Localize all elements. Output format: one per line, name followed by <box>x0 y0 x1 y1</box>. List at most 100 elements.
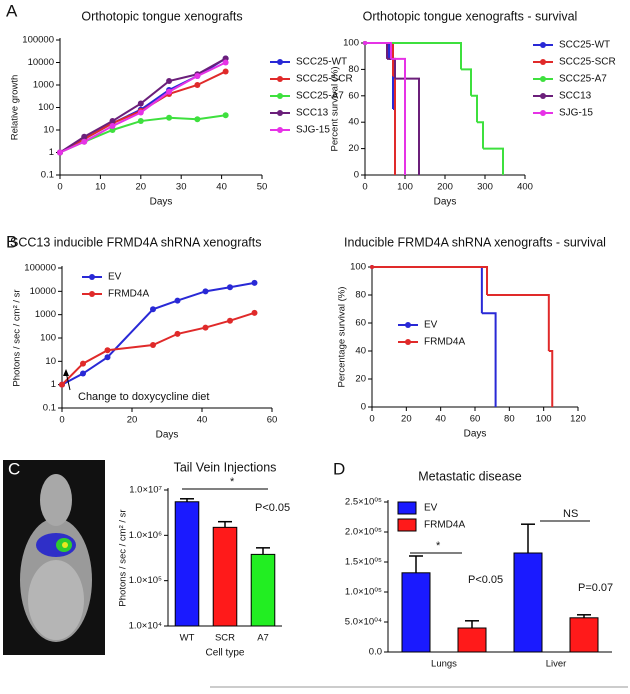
chart-title: Orthotopic tongue xenografts - survival <box>363 9 578 23</box>
bar <box>569 617 599 653</box>
step-segment <box>461 68 472 96</box>
data-point <box>81 133 88 140</box>
y-tick-label: 2.0×10⁰⁵ <box>345 527 382 538</box>
data-point <box>166 114 173 121</box>
legend-swatch <box>397 501 417 515</box>
data-point <box>227 284 233 291</box>
y-tick-label: 1.0×10⁰⁵ <box>345 587 382 598</box>
x-tick-label: 40 <box>216 182 227 193</box>
legend-label: SJG-15 <box>559 108 593 119</box>
x-tick-label: A7 <box>257 633 269 644</box>
y-tick-label: 80 <box>355 290 366 301</box>
y-tick-label: 60 <box>355 318 366 329</box>
y-tick-label: 10 <box>45 356 56 367</box>
x-tick-label: 0 <box>362 182 367 193</box>
arrow-head <box>63 369 69 376</box>
x-tick-label: 10 <box>95 182 106 193</box>
data-point <box>104 347 111 354</box>
y-axis-label: Percentage survival (%) <box>337 287 348 388</box>
y-tick-label: 0.0 <box>369 647 382 658</box>
x-axis-label: Days <box>464 429 487 440</box>
x-tick-label: 60 <box>470 414 481 425</box>
chart-title: Orthotopic tongue xenografts <box>81 9 242 23</box>
x-tick-label: SCR <box>215 633 235 644</box>
legend-marker <box>405 322 411 328</box>
x-tick-label: 0 <box>59 415 64 426</box>
x-tick-label: 100 <box>536 414 552 425</box>
annotation: * <box>436 540 441 552</box>
y-tick-label: 1.0×10⁷ <box>129 485 162 496</box>
data-point <box>57 149 63 156</box>
data-point <box>227 317 233 324</box>
legend-marker <box>277 59 283 65</box>
step-segment <box>487 294 550 351</box>
data-point <box>222 59 229 66</box>
data-point <box>222 112 229 119</box>
x-tick-label: 60 <box>267 415 278 426</box>
bar <box>457 627 487 653</box>
data-point <box>109 123 116 130</box>
x-tick-label: 40 <box>197 415 208 426</box>
y-tick-label: 0 <box>361 402 366 413</box>
data-point <box>202 324 209 331</box>
y-tick-label: 1000 <box>33 80 54 91</box>
y-tick-label: 60 <box>348 90 359 101</box>
x-tick-label: 40 <box>435 414 446 425</box>
panel-label: A <box>6 1 18 20</box>
legend-label: SCC25-SCR <box>296 74 353 85</box>
y-tick-label: 80 <box>348 64 359 75</box>
step-segment <box>548 350 554 407</box>
data-point <box>202 288 209 295</box>
y-tick-label: 1 <box>49 147 54 158</box>
y-tick-label: 1.0×10⁴ <box>129 621 162 632</box>
data-point <box>137 100 144 107</box>
data-point <box>109 118 116 125</box>
x-tick-label: 120 <box>570 414 586 425</box>
data-point <box>137 118 144 125</box>
y-tick-label: 1000 <box>35 309 56 320</box>
y-tick-label: 5.0×10⁰⁴ <box>345 617 382 628</box>
x-tick-label: 20 <box>127 415 138 426</box>
y-axis-label: Photons / sec / cm² / sr <box>118 509 129 606</box>
x-tick-label: Lungs <box>431 659 457 670</box>
mouse-head <box>40 474 72 526</box>
panel-label: C <box>8 459 20 478</box>
legend-label: FRMD4A <box>424 337 465 348</box>
legend-label: EV <box>424 503 438 514</box>
legend-label: SCC25-A7 <box>296 91 344 102</box>
x-axis-label: Days <box>150 197 173 208</box>
legend-marker <box>89 291 95 297</box>
legend-label: SCC13 <box>296 108 329 119</box>
legend-label: SCC25-WT <box>559 40 610 51</box>
data-point <box>251 279 258 286</box>
y-tick-label: 1.0×10⁵ <box>129 575 162 586</box>
data-point <box>194 116 201 123</box>
x-tick-label: WT <box>180 633 195 644</box>
step-segment <box>365 42 392 59</box>
y-axis-label: Photons / sec / cm² / sr <box>12 289 23 386</box>
panel-label: D <box>333 459 345 478</box>
legend-marker <box>540 110 546 116</box>
x-tick-label: Liver <box>546 659 567 670</box>
x-axis-label: Days <box>156 430 179 441</box>
legend-swatch <box>397 518 417 532</box>
x-tick-label: 30 <box>176 182 187 193</box>
legend-label: SCC25-SCR <box>559 57 616 68</box>
chart-title: Inducible FRMD4A shRNA xenografts - surv… <box>344 235 606 249</box>
y-tick-label: 1 <box>51 379 56 390</box>
annotation: Change to doxycycline diet <box>78 391 209 403</box>
step-segment <box>477 121 484 149</box>
step-segment <box>372 266 489 295</box>
legend-label: EV <box>424 320 438 331</box>
y-tick-label: 40 <box>355 346 366 357</box>
legend-label: SJG-15 <box>296 125 330 136</box>
y-tick-label: 0.1 <box>41 170 54 181</box>
series-line <box>61 311 255 386</box>
data-point <box>174 297 181 304</box>
x-tick-label: 0 <box>369 414 374 425</box>
y-tick-label: 1.5×10⁰⁵ <box>345 557 382 568</box>
y-tick-label: 10 <box>43 125 54 136</box>
legend-label: SCC13 <box>559 91 592 102</box>
data-point <box>194 82 201 88</box>
mouse-image <box>3 460 105 655</box>
